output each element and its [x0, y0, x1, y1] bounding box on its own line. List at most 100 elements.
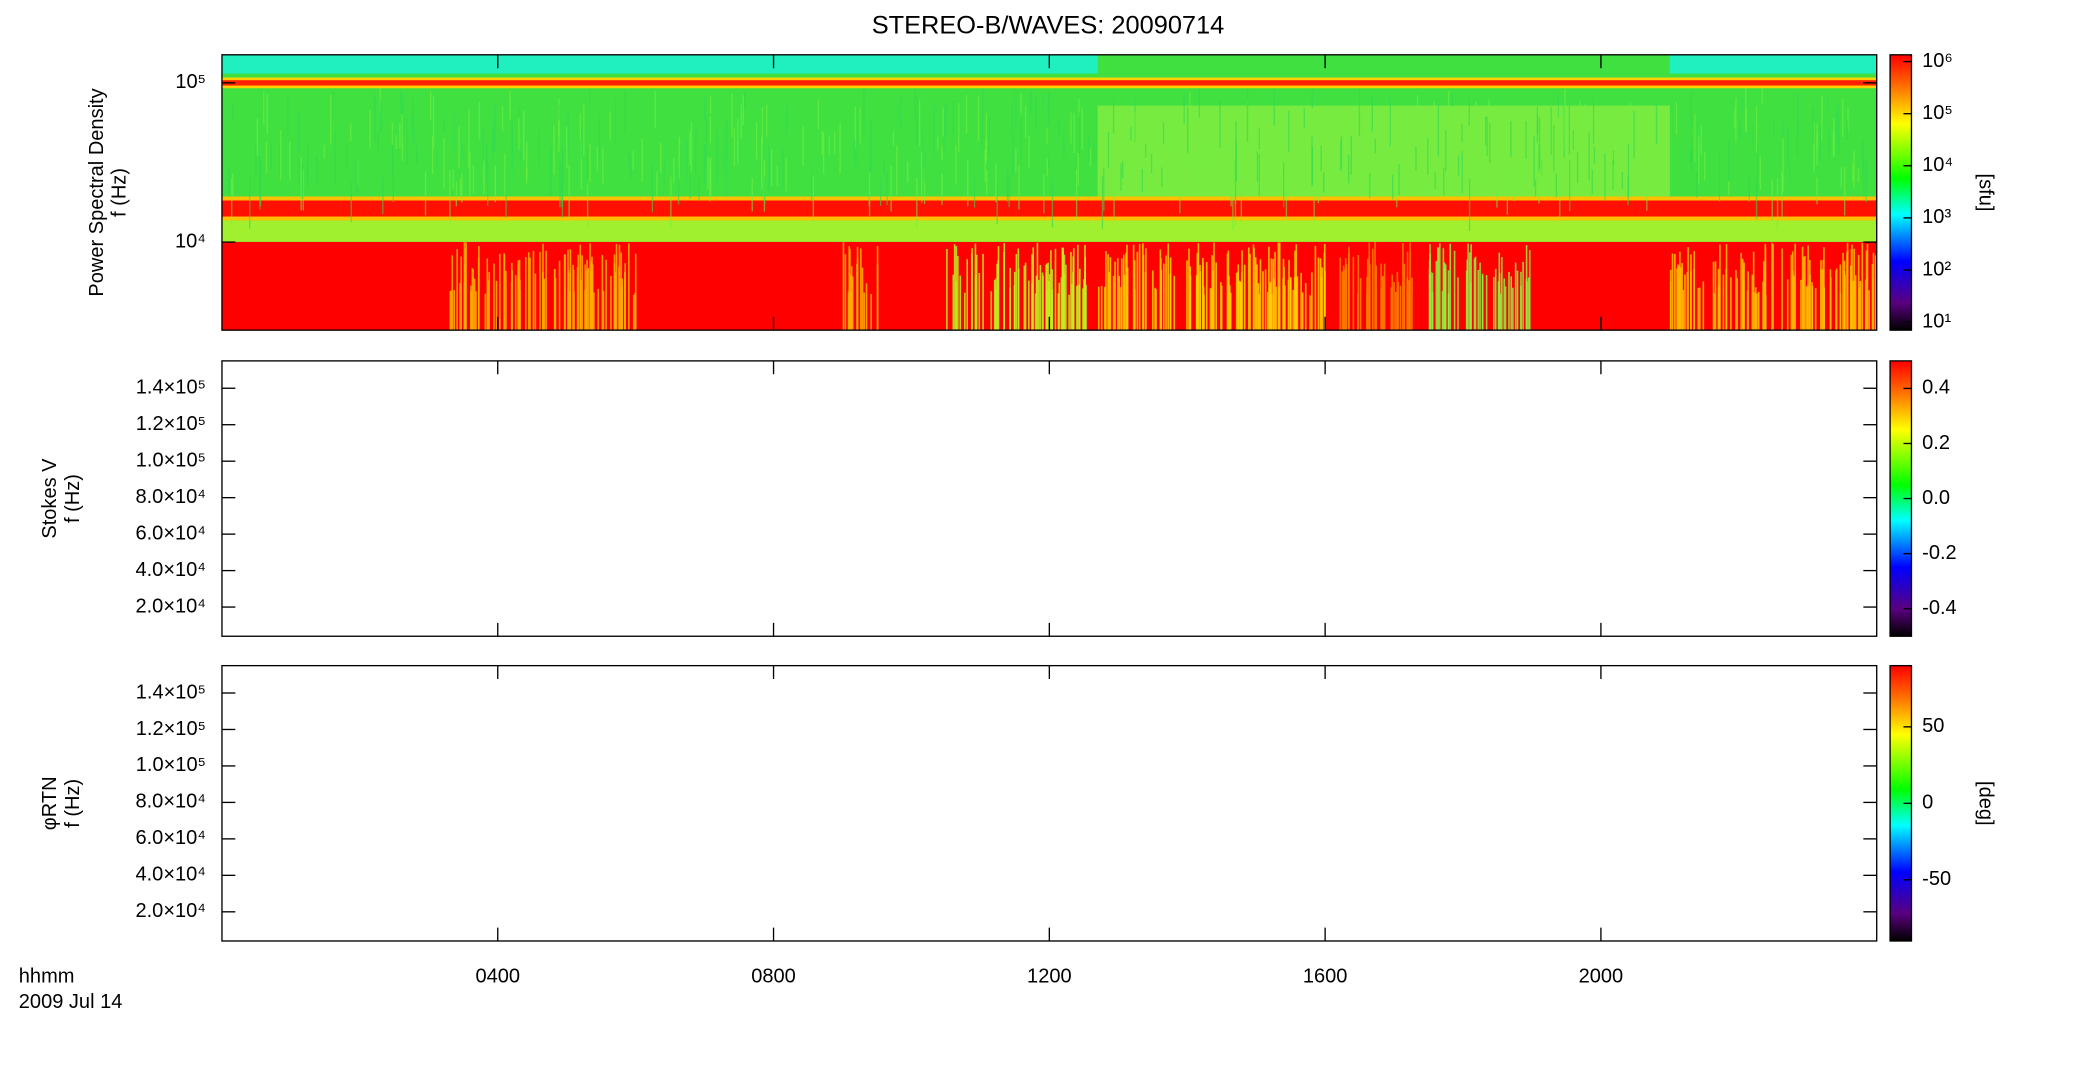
spec-stripe — [1269, 283, 1271, 331]
spec-stripe — [1339, 257, 1341, 331]
y-tick-label: 2.0×10⁴ — [135, 900, 205, 922]
spec-stripe — [1857, 167, 1860, 183]
spec-stripe — [511, 128, 514, 171]
spec-stripe — [382, 176, 384, 215]
spec-stripe — [1396, 173, 1398, 208]
spec-stripe — [395, 135, 397, 149]
spec-stripe — [1311, 91, 1313, 109]
spec-stripe — [851, 276, 854, 331]
spec-stripe — [1350, 135, 1352, 175]
spec-stripe — [955, 145, 957, 185]
spec-stripe — [1394, 292, 1397, 331]
spec-stripe — [1047, 262, 1049, 331]
spec-stripe — [1120, 163, 1122, 191]
spec-stripe — [771, 149, 773, 187]
spec-stripe — [391, 123, 394, 145]
spec-stripe — [518, 117, 520, 151]
spec-stripe — [1009, 267, 1011, 331]
spec-stripe — [856, 246, 859, 331]
spec-stripe — [228, 167, 230, 197]
spec-stripe — [833, 131, 836, 155]
spec-stripe — [1449, 243, 1452, 331]
spec-stripe — [504, 153, 506, 196]
spec-stripe — [1633, 110, 1635, 159]
spec-stripe — [1569, 160, 1571, 212]
spec-stripe — [524, 257, 527, 331]
spec-stripe — [1012, 132, 1014, 177]
spec-stripe — [1229, 285, 1231, 331]
spec-stripe — [890, 165, 892, 212]
spec-stripe — [567, 111, 570, 157]
spec-stripe — [1048, 154, 1050, 169]
spec-stripe — [1296, 276, 1299, 331]
spec-stripe — [1348, 154, 1350, 184]
spec-stripe — [1369, 264, 1371, 331]
spec-stripe — [1243, 264, 1246, 331]
spec-stripe — [1858, 287, 1861, 331]
spec-stripe — [1800, 279, 1802, 331]
spec-stripe — [1319, 258, 1322, 331]
spec-stripe — [896, 145, 898, 196]
spec-stripe — [1113, 176, 1115, 220]
spec-stripe — [1258, 128, 1260, 150]
spec-stripe — [334, 132, 336, 185]
spec-stripe — [527, 252, 530, 331]
spec-stripe — [1771, 242, 1773, 331]
spec-stripe — [1114, 261, 1116, 331]
spec-stripe — [1162, 122, 1165, 145]
colorbar — [1889, 54, 1913, 331]
spec-stripe — [1861, 243, 1864, 331]
spec-stripe — [1828, 128, 1830, 158]
spec-stripe — [1270, 258, 1273, 331]
spec-stripe — [785, 105, 788, 134]
spec-stripe — [1506, 176, 1509, 215]
spec-stripe — [1357, 255, 1360, 331]
spec-stripe — [1866, 243, 1869, 331]
spec-stripe — [986, 169, 988, 195]
spec-stripe — [1669, 269, 1672, 331]
spec-stripe — [1847, 107, 1849, 131]
spec-stripe — [1165, 255, 1167, 331]
spec-stripe — [1116, 258, 1119, 331]
spec-stripe — [977, 95, 980, 142]
spec-stripe — [964, 292, 966, 331]
spec-stripe — [1301, 292, 1304, 331]
spec-stripe — [464, 247, 467, 331]
spec-stripe — [487, 280, 489, 331]
spec-stripe — [1175, 116, 1178, 151]
spec-stripe — [249, 175, 251, 229]
spec-stripe — [634, 292, 636, 331]
spec-stripe — [1037, 279, 1040, 331]
spec-stripe — [568, 165, 570, 217]
spec-stripe — [1863, 160, 1865, 197]
spec-stripe — [621, 278, 623, 331]
spec-stripe — [459, 283, 461, 331]
spec-stripe — [1755, 106, 1758, 154]
spec-stripe — [279, 130, 282, 181]
spec-stripe — [709, 96, 712, 114]
colorbar-tick-label: 0 — [1922, 792, 1933, 814]
spec-stripe — [265, 141, 268, 174]
spec-stripe — [900, 95, 902, 129]
spec-stripe — [601, 254, 604, 331]
spec-stripe — [450, 290, 452, 331]
spec-stripe — [1450, 148, 1453, 178]
spec-stripe — [558, 105, 560, 121]
spec-stripe — [1681, 262, 1683, 331]
spec-stripe — [705, 115, 707, 164]
spec-stripe — [1690, 137, 1693, 163]
spec-stripe — [731, 93, 733, 138]
spec-stripe — [431, 135, 434, 175]
spec-stripe — [402, 102, 404, 123]
spec-stripe — [1057, 293, 1060, 331]
spec-stripe — [1481, 273, 1484, 331]
spec-stripe — [1612, 150, 1615, 165]
spec-stripe — [1728, 180, 1730, 196]
spec-stripe — [859, 107, 861, 144]
spec-stripe — [1109, 257, 1112, 331]
spec-stripe — [1526, 281, 1528, 331]
spec-stripe — [1197, 243, 1200, 331]
spec-stripe — [828, 135, 830, 155]
spec-stripe — [1317, 157, 1320, 204]
